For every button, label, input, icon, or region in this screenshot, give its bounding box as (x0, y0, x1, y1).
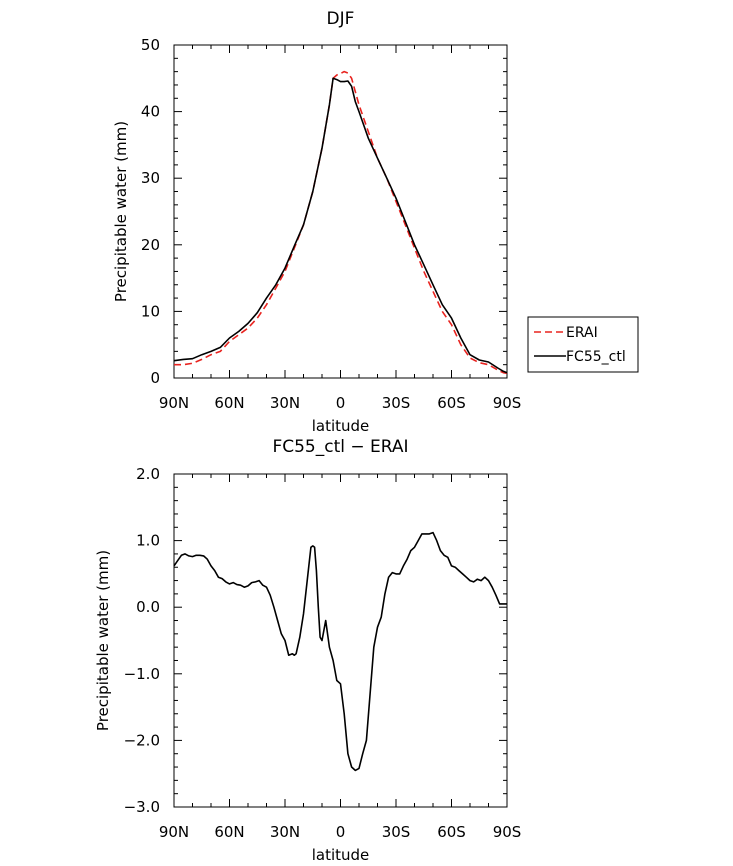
x-axis-label: latitude (312, 846, 370, 864)
x-tick-label: 60S (437, 394, 466, 412)
legend-label: FC55_ctl (566, 349, 626, 365)
series-line (173, 531, 507, 772)
x-tick-label: 60S (437, 823, 466, 841)
series-line-erai (174, 70, 508, 375)
x-tick-label: 60N (214, 823, 244, 841)
y-tick-label: −2.0 (124, 731, 160, 749)
y-tick-label: 40 (141, 103, 160, 121)
x-tick-label: 30N (270, 823, 300, 841)
legend-box (527, 316, 639, 373)
chart-title: DJF (327, 9, 355, 29)
series-line-fc55-ctl (173, 77, 508, 374)
plot-frame (173, 44, 508, 379)
x-tick-label: 90S (493, 823, 522, 841)
y-tick-label: 20 (141, 236, 160, 254)
y-tick-label: 0.0 (136, 598, 160, 616)
y-axis-label: Precipitable water (mm) (94, 550, 112, 731)
y-tick-label: 0 (150, 369, 160, 387)
x-tick-label: 90N (159, 823, 189, 841)
y-tick-label: 50 (141, 36, 160, 54)
x-tick-label: 30S (382, 823, 411, 841)
y-tick-label: −1.0 (124, 665, 160, 683)
y-tick-label: 30 (141, 169, 160, 187)
y-tick-label: 1.0 (136, 532, 160, 550)
x-tick-label: 0 (336, 823, 346, 841)
x-tick-label: 30S (382, 394, 411, 412)
x-axis-label: latitude (312, 417, 370, 435)
y-tick-label: −3.0 (124, 798, 160, 816)
x-tick-label: 90N (159, 394, 189, 412)
y-tick-label: 2.0 (136, 465, 160, 483)
plot-frame (173, 473, 508, 808)
y-tick-label: 10 (141, 302, 160, 320)
x-tick-label: 30N (270, 394, 300, 412)
x-tick-label: 60N (214, 394, 244, 412)
chart-title: FC55_ctl − ERAI (272, 437, 408, 457)
x-tick-label: 0 (336, 394, 346, 412)
x-tick-label: 90S (493, 394, 522, 412)
y-axis-label: Precipitable water (mm) (112, 121, 130, 302)
legend-label: ERAI (566, 325, 598, 341)
